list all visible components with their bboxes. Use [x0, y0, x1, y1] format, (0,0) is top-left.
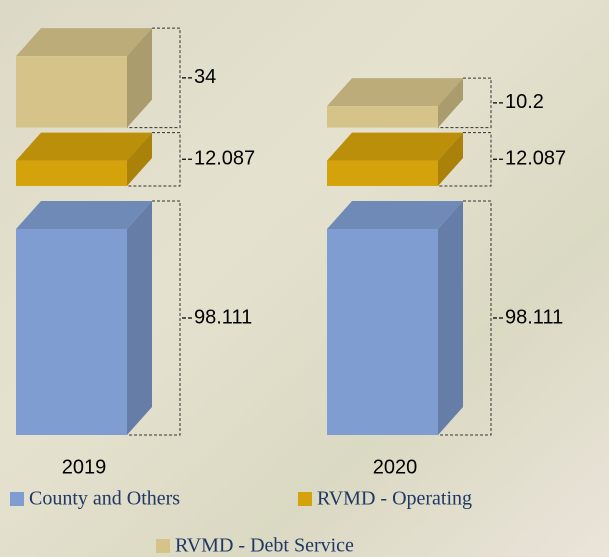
bar: [16, 133, 152, 186]
bar: [16, 28, 152, 127]
bar-front: [327, 161, 438, 186]
legend-label: RVMD - Operating: [317, 488, 472, 510]
bar: [327, 201, 463, 435]
x-tick-label: 2020: [373, 456, 418, 478]
bar-front: [16, 161, 127, 186]
bar-front: [16, 229, 127, 435]
legend-swatch: [298, 492, 312, 506]
data-label: 98.111: [505, 306, 563, 328]
x-tick-label: 2019: [62, 456, 107, 478]
bar-front: [16, 56, 127, 127]
data-label: 10.2: [505, 91, 544, 113]
bar-side: [438, 201, 463, 435]
legend-label: County and Others: [29, 488, 180, 510]
bar-front: [327, 229, 438, 435]
legend-swatch: [10, 492, 24, 506]
chart: 98.111 12.087 34 2019 98.111 12.087 10.2 2020 Co…: [0, 0, 609, 557]
data-label: 34: [194, 66, 216, 88]
data-label: 12.087: [194, 148, 255, 170]
bar-front: [327, 106, 438, 127]
bar: [327, 133, 463, 186]
data-label: 12.087: [505, 148, 566, 170]
bar: [327, 78, 463, 127]
data-label: 98.111: [194, 306, 252, 328]
bar-side: [127, 201, 152, 435]
legend-label: RVMD - Debt Service: [175, 535, 354, 557]
bar: [16, 201, 152, 435]
legend-swatch: [156, 539, 170, 553]
